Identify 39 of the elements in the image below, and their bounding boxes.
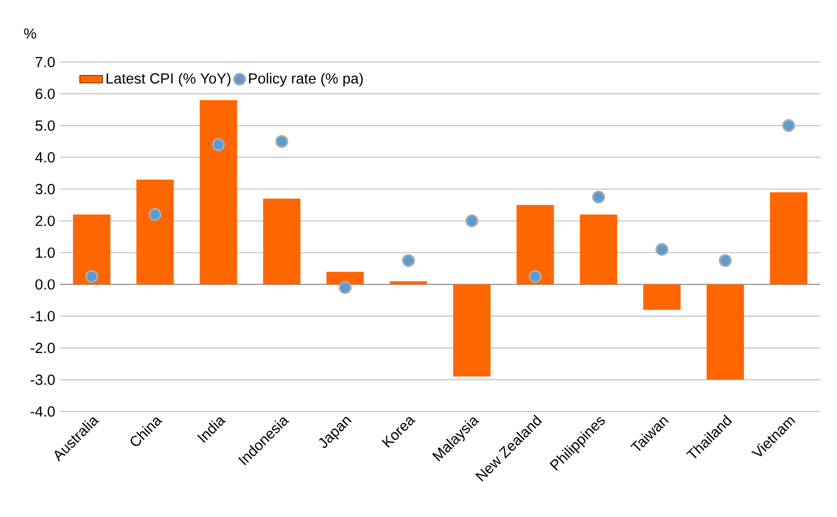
bar — [390, 281, 428, 284]
point — [275, 135, 288, 148]
y-axis-title: % — [24, 28, 36, 39]
bar — [73, 214, 110, 284]
point — [782, 119, 796, 132]
y-tick-label: 1.0 — [36, 248, 55, 258]
y-tick-label: 2.0 — [36, 216, 55, 226]
y-tick-label: -2.0 — [30, 342, 55, 354]
bar — [706, 284, 744, 380]
point — [528, 270, 542, 284]
bar — [136, 180, 174, 284]
point — [465, 214, 478, 228]
point — [655, 243, 668, 256]
point — [212, 138, 225, 152]
y-tick-label: -1.0 — [30, 311, 55, 322]
bar — [516, 205, 554, 284]
legend-label: Policy rate (% pa) — [249, 72, 363, 87]
point — [85, 270, 98, 284]
y-tick-label: 3.0 — [35, 184, 55, 194]
point — [402, 254, 415, 268]
y-tick-label: 4.0 — [35, 152, 55, 163]
y-tick-label: -4.0 — [30, 406, 55, 417]
bar — [770, 192, 808, 284]
bar — [200, 100, 238, 284]
legend-label: Latest CPI (% YoY) — [106, 72, 230, 87]
bar — [580, 214, 618, 284]
point — [338, 281, 352, 294]
y-tick-label: 6.0 — [36, 88, 55, 100]
y-tick-label: 0.0 — [35, 279, 55, 290]
bar — [326, 272, 364, 284]
y-tick-label: 5.0 — [36, 120, 55, 131]
bar — [453, 284, 491, 377]
y-tick-label: 7.0 — [36, 56, 55, 68]
y-tick-label: -3.0 — [30, 374, 55, 385]
bar — [263, 198, 300, 284]
point — [718, 254, 732, 268]
point — [592, 190, 606, 204]
point — [148, 208, 162, 222]
bar — [643, 284, 681, 310]
